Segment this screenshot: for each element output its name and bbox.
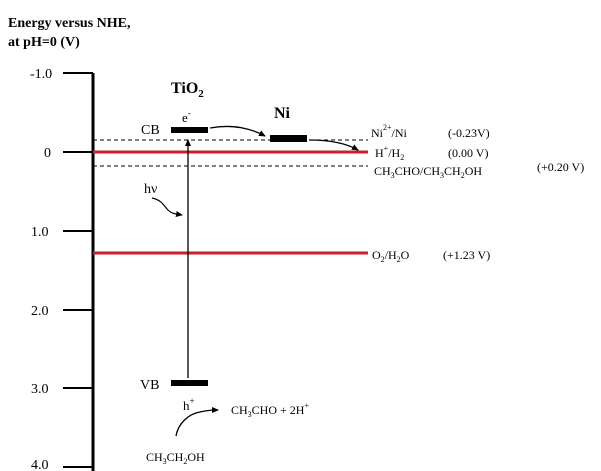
title-line-1: Energy versus NHE, (8, 16, 131, 31)
h-potential: (0.00 V) (448, 146, 488, 160)
h2-evolution-arrow (308, 139, 359, 151)
tick-label: 0 (44, 146, 51, 161)
product-label: CH3CHO + 2H+ (231, 401, 309, 419)
tick-label: -1.0 (30, 67, 52, 82)
tick-label: 4.0 (31, 458, 49, 471)
vb-label: VB (140, 378, 159, 393)
ni-couple-label: Ni2+/Ni (371, 123, 408, 140)
vb-bar (171, 380, 208, 386)
photon-arrow (151, 197, 183, 217)
oxidation-arrow (175, 407, 219, 437)
title-line-2: at pH=0 (V) (8, 35, 80, 50)
ethanol-couple-label: CH3CHO/CH3CH2OH (374, 164, 482, 180)
o2-potential: (+1.23 V) (443, 248, 490, 262)
ni-bar (270, 135, 307, 142)
o2-couple-label: O2/H2O (372, 248, 410, 264)
hv-label: hν (144, 182, 157, 197)
cb-label: CB (141, 123, 160, 138)
h-couple-label: H+/H2 (375, 144, 404, 162)
cb-bar (171, 127, 208, 133)
tick-label: 1.0 (31, 225, 49, 240)
ni-potential: (-0.23V) (448, 126, 490, 140)
tio2-label: TiO2 (171, 80, 204, 100)
tick-label: 3.0 (31, 382, 49, 397)
ni-label: Ni (274, 105, 291, 122)
electron-label: e- (182, 108, 191, 125)
ethanol-potential: (+0.20 V) (537, 160, 584, 174)
reactant-label: CH3CH2OH (146, 450, 205, 466)
hole-label: h+ (183, 396, 195, 413)
electron-transfer-arrow (209, 125, 266, 137)
tick-label: 2.0 (31, 304, 49, 319)
